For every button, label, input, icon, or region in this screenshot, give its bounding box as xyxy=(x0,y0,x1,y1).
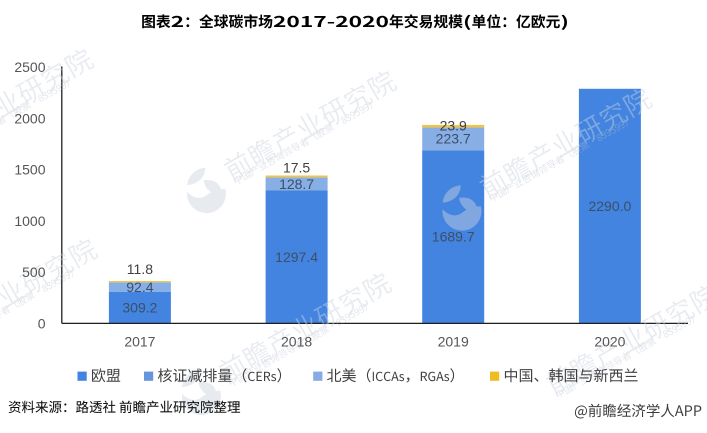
svg-text:128.7: 128.7 xyxy=(279,176,314,192)
svg-text:11.8: 11.8 xyxy=(127,261,153,277)
svg-text:0: 0 xyxy=(38,315,46,331)
svg-text:2290.0: 2290.0 xyxy=(588,198,631,214)
svg-text:1500: 1500 xyxy=(14,162,45,178)
svg-text:500: 500 xyxy=(22,264,46,280)
svg-text:23.9: 23.9 xyxy=(440,117,467,133)
svg-text:1689.7: 1689.7 xyxy=(432,229,475,245)
svg-text:1297.4: 1297.4 xyxy=(275,249,318,265)
svg-text:2020: 2020 xyxy=(594,334,625,350)
svg-text:1000: 1000 xyxy=(14,213,45,229)
svg-text:2019: 2019 xyxy=(438,334,469,350)
svg-text:92.4: 92.4 xyxy=(126,279,153,295)
svg-text:2000: 2000 xyxy=(14,110,45,126)
svg-text:223.7: 223.7 xyxy=(436,131,471,147)
svg-text:2500: 2500 xyxy=(14,59,45,75)
svg-text:309.2: 309.2 xyxy=(122,300,157,316)
svg-text:2018: 2018 xyxy=(281,334,312,350)
svg-text:2017: 2017 xyxy=(124,334,155,350)
svg-text:17.5: 17.5 xyxy=(283,159,310,175)
